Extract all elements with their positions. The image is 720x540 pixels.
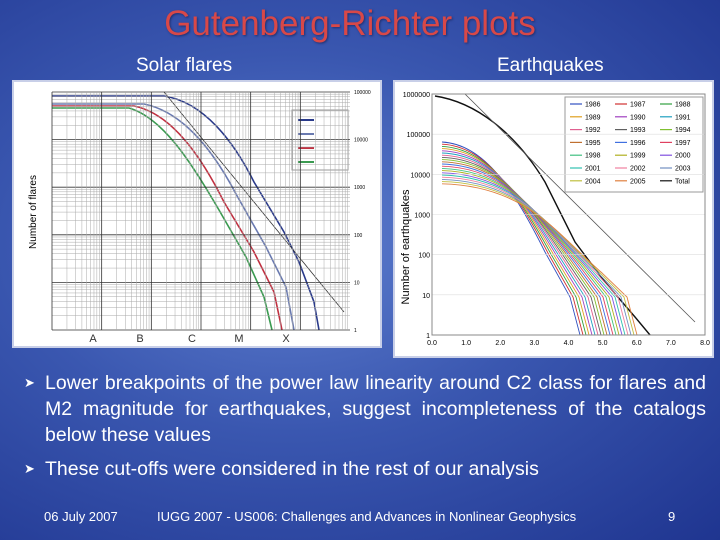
legend-label: 1986 (585, 102, 601, 109)
legend-label: 1993 (630, 127, 646, 134)
flare-chart: Number of flares 100000 10000 1000 100 10 1 A B… (12, 80, 382, 348)
y-tick-label: 100 (354, 233, 363, 239)
x-tick-label: 2.0 (495, 340, 505, 347)
bullet: ➤ Lower breakpoints of the power law line… (24, 372, 706, 446)
legend-label: 1992 (585, 127, 601, 134)
curve (441, 170, 620, 336)
y-tick-label: 100 (418, 253, 430, 260)
x-class-label: A (89, 333, 97, 345)
legend-label: 1988 (675, 102, 691, 109)
legend-label: 1994 (675, 127, 691, 134)
legend-label: 1997 (675, 140, 691, 147)
x-tick-label: 1.0 (461, 340, 471, 347)
x-tick-label: 6.0 (632, 340, 642, 347)
curve (52, 107, 273, 331)
y-tick-label: 1000000 (403, 92, 430, 99)
subtitle: Earthquakes (497, 55, 604, 76)
curve (441, 178, 632, 336)
subtitle: Solar flares (136, 55, 233, 76)
y-tick-label: 10 (422, 293, 430, 300)
x-class-label: M (234, 333, 243, 345)
fit-line (163, 91, 345, 313)
legend-label: 1987 (630, 102, 646, 109)
y-tick-label: 10000 (411, 172, 431, 179)
x-tick-label: 5.0 (598, 340, 608, 347)
earthquake-chart: Number of earthquakes 100000010000010000… (393, 80, 714, 358)
legend-label: 2000 (675, 153, 691, 160)
fit-line (464, 93, 696, 323)
y-tick-label: 1 (354, 328, 357, 334)
y-tick-label: 10 (354, 280, 360, 286)
y-tick-label: 1000 (414, 213, 430, 220)
y-tick-label: 100000 (407, 132, 430, 139)
x-tick-label: 4.0 (564, 340, 574, 347)
y-axis-label: Number of flares (28, 175, 39, 249)
x-tick-label: 3.0 (530, 340, 540, 347)
x-tick-label: 8.0 (700, 340, 710, 347)
footer-date: 06 July 2007 (44, 509, 118, 524)
legend-label: 2004 (585, 178, 601, 185)
curve (441, 176, 629, 336)
legend-label: 2001 (585, 166, 601, 173)
legend-label: 2005 (630, 178, 646, 185)
legend-label: 1998 (585, 153, 601, 160)
curve (441, 167, 617, 336)
legend-label: 1999 (630, 153, 646, 160)
y-tick-label: 1 (426, 333, 430, 340)
curve (441, 181, 635, 336)
slide-title: Gutenberg-Richter plots (164, 4, 536, 43)
legend-box (564, 96, 704, 193)
y-tick-label: 100000 (354, 90, 371, 96)
legend-label: 2002 (630, 166, 646, 173)
legend-label: 1991 (675, 114, 691, 121)
x-tick-label: 0.0 (427, 340, 437, 347)
footer-event: IUGG 2007 - US006: Challenges and Advanc… (157, 509, 577, 524)
legend-label: 1995 (585, 140, 601, 147)
legend-label: 1996 (630, 140, 646, 147)
bullet: ➤ These cut-offs were considered in the r… (24, 456, 706, 482)
x-class-label: X (282, 333, 290, 345)
page-number: 9 (668, 509, 676, 524)
bullet-text: These cut-offs were considered in the re… (45, 458, 539, 480)
y-tick-label: 10000 (354, 138, 368, 144)
legend-label: 1989 (585, 114, 601, 121)
curve (52, 103, 295, 331)
y-tick-label: 1000 (354, 185, 365, 191)
bullet-text: Lower breakpoints of the power law linea… (45, 372, 706, 446)
legend-label: Total (675, 178, 690, 185)
total-curve (434, 95, 651, 336)
curve (441, 183, 638, 336)
x-tick-label: 7.0 (666, 340, 676, 347)
legend-label: 1990 (630, 114, 646, 121)
y-axis-label: Number of earthquakes (400, 189, 412, 304)
plot-frame (431, 93, 706, 336)
legend-label: 2003 (675, 166, 691, 173)
x-class-label: B (136, 333, 143, 345)
curve (52, 95, 320, 331)
x-class-label: C (188, 333, 196, 345)
